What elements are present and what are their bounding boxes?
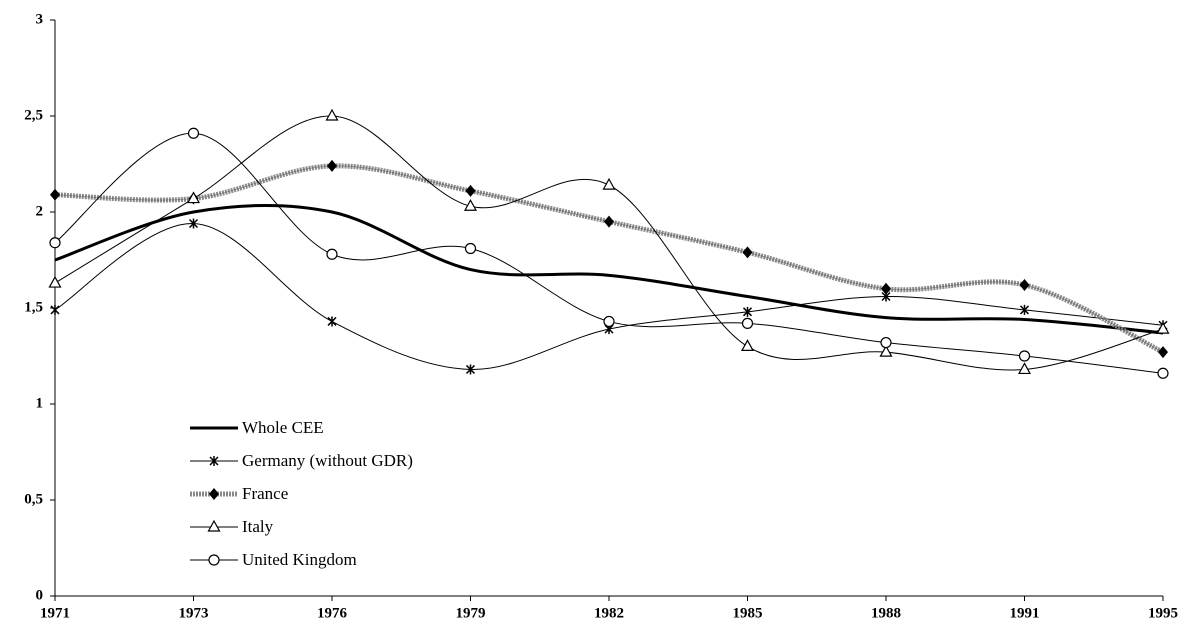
marker [326,248,338,260]
series-line [54,203,1164,335]
legend-label: United Kingdom [242,550,357,569]
marker [1017,362,1032,375]
x-tick-label: 1991 [1010,605,1040,621]
legend-label: Italy [242,517,274,536]
series-line [54,223,1164,370]
marker [463,198,478,211]
marker [327,316,337,327]
marker [1157,367,1169,379]
x-tick-label: 1982 [594,605,624,621]
marker [464,242,477,255]
legend-label: France [242,484,288,503]
x-tick-label: 1971 [40,605,70,621]
marker [881,282,891,295]
marker [188,218,199,229]
marker [880,336,892,349]
marker [48,275,62,288]
marker [602,177,616,190]
marker [879,344,893,357]
y-tick-label: 0 [36,587,44,603]
y-tick-label: 2 [36,203,44,219]
marker [604,215,614,228]
marker [49,237,61,249]
marker [740,339,755,351]
x-tick-label: 1979 [456,605,486,621]
marker [327,159,337,172]
marker [207,519,221,532]
marker [742,246,753,259]
marker [209,456,219,466]
x-tick-label: 1985 [733,605,763,621]
marker [325,108,339,121]
marker [208,554,220,566]
y-tick-label: 1 [36,395,44,411]
y-tick-label: 3 [36,11,44,27]
y-tick-label: 0,5 [24,491,43,507]
marker [50,188,60,201]
legend-label: Germany (without GDR) [242,451,413,470]
marker [1018,350,1031,362]
marker [603,315,615,328]
marker [186,191,201,204]
marker [742,306,753,317]
x-tick-label: 1988 [871,605,901,621]
marker [1019,304,1030,315]
marker [465,184,476,197]
marker [187,127,200,139]
x-tick-label: 1973 [179,605,209,621]
marker [1158,346,1168,359]
marker [1156,321,1170,334]
marker [209,488,219,500]
x-tick-label: 1995 [1148,605,1178,621]
y-tick-label: 1,5 [24,299,43,315]
x-tick-label: 1976 [317,605,348,621]
y-tick-label: 2,5 [24,107,43,123]
marker [465,364,476,375]
marker [1019,278,1030,291]
marker [741,317,754,329]
marker [50,304,60,315]
legend-label: Whole CEE [242,418,324,437]
series-line [54,132,1164,374]
